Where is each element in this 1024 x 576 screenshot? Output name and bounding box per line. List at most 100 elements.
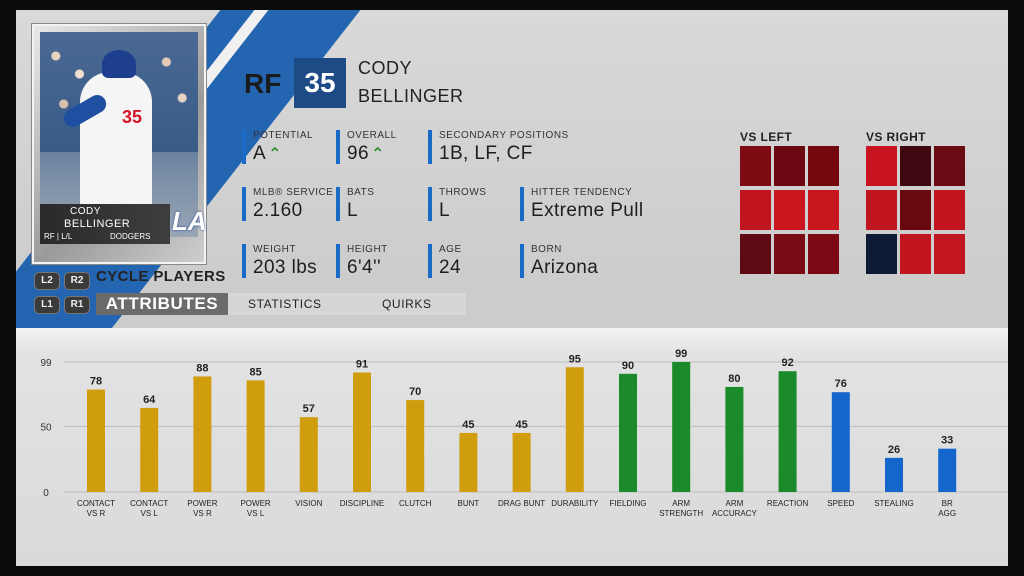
tendency-value: Extreme Pull	[531, 200, 644, 221]
bar	[193, 376, 212, 492]
heatmap-zone	[866, 190, 897, 230]
potential-value: A ⌃	[253, 142, 313, 167]
player-photo: 35	[40, 32, 198, 237]
vs-right-title: VS RIGHT	[866, 130, 926, 144]
heatmap-zone	[774, 146, 805, 186]
heatmap-zone	[774, 190, 805, 230]
tendency-label: HITTER TENDENCY	[531, 187, 633, 198]
bar	[725, 386, 744, 492]
secondary-value: 1B, LF, CF	[439, 143, 533, 164]
overall-rating: 96	[347, 143, 369, 164]
tab-attributes[interactable]: ATTRIBUTES	[96, 293, 228, 315]
bar	[938, 448, 957, 492]
category-label: DRAG BUNT	[498, 499, 545, 508]
bar-value-label: 70	[409, 386, 421, 398]
card-nameplate: CODY BELLINGER RF | L/L DODGERS	[40, 204, 170, 244]
card-team: DODGERS	[110, 232, 151, 241]
category-label: VS R	[87, 509, 106, 518]
category-label: POWER	[187, 499, 217, 508]
team-logo-icon: LA	[172, 206, 207, 236]
service-label: MLB® SERVICE	[253, 187, 334, 198]
bar-value-label: 26	[888, 444, 900, 456]
category-label: POWER	[240, 499, 270, 508]
bar-value-label: 91	[356, 359, 368, 371]
card-last-name: BELLINGER	[64, 218, 131, 230]
category-label: CONTACT	[77, 499, 115, 508]
weight-value: 203 lbs	[253, 257, 318, 278]
bar	[140, 407, 159, 492]
category-label: BR	[942, 499, 953, 508]
r1-button[interactable]: R1	[64, 296, 90, 314]
overall-label: OVERALL	[347, 130, 397, 141]
category-label: DURABILITY	[551, 499, 599, 508]
bar	[246, 380, 265, 492]
r2-button[interactable]: R2	[64, 272, 90, 290]
category-label: VS R	[193, 509, 212, 518]
bar-value-label: 88	[196, 362, 208, 374]
bar-value-label: 92	[781, 357, 793, 369]
throws-label: THROWS	[439, 187, 487, 198]
bats-value: L	[347, 200, 358, 221]
bar-value-label: 99	[675, 348, 687, 360]
bar	[672, 362, 691, 492]
heatmap-zone	[808, 146, 839, 186]
trend-up-icon: ⌃	[370, 146, 385, 163]
heatmap-zone	[934, 190, 965, 230]
bats-label: BATS	[347, 187, 375, 198]
player-first-name: CODY	[358, 58, 413, 78]
card-position: RF | L/L	[44, 232, 73, 241]
category-label: CLUTCH	[399, 499, 432, 508]
category-label: SPEED	[827, 499, 854, 508]
card-first-name: CODY	[70, 206, 101, 217]
bar-value-label: 80	[728, 373, 740, 385]
weight-label: WEIGHT	[253, 244, 296, 255]
player-last-name: BELLINGER	[358, 86, 464, 106]
vs-left-title: VS LEFT	[740, 130, 793, 144]
player-profile-screen: 35 CODY BELLINGER RF | L/L DODGERS LA L2…	[16, 10, 1008, 566]
heatmap-zone	[740, 234, 771, 274]
bar-value-label: 90	[622, 360, 634, 372]
bar	[565, 367, 584, 492]
category-label: FIELDING	[610, 499, 647, 508]
l1-button[interactable]: L1	[34, 296, 60, 314]
category-label: ARM	[726, 499, 744, 508]
category-label: VISION	[295, 499, 322, 508]
bar	[885, 457, 903, 492]
secondary-label: SECONDARY POSITIONS	[439, 130, 569, 141]
heatmap-zone	[934, 234, 965, 274]
bar	[619, 373, 637, 492]
heatmap-zone	[900, 234, 931, 274]
service-value: 2.160	[253, 200, 303, 221]
cycle-players-label: CYCLE PLAYERS	[96, 268, 226, 285]
info-secondary-positions: SECONDARY POSITIONS 1B, LF, CF	[428, 130, 569, 164]
y-tick-label: 0	[43, 488, 49, 499]
heatmap-zone	[866, 146, 897, 186]
bar-value-label: 33	[941, 435, 953, 447]
info-throws: THROWS L	[428, 187, 486, 221]
y-tick-label: 50	[40, 422, 52, 433]
bar	[353, 372, 371, 492]
bar	[87, 389, 105, 492]
age-label: AGE	[439, 244, 462, 255]
category-label: BUNT	[458, 499, 480, 508]
bar-value-label: 45	[515, 419, 527, 431]
category-label: VS L	[141, 509, 159, 518]
info-mlb-service: MLB® SERVICE 2.160	[242, 187, 333, 221]
height-label: HEIGHT	[347, 244, 388, 255]
bar-value-label: 95	[569, 353, 581, 365]
tab-statistics[interactable]: STATISTICS	[248, 297, 322, 311]
heatmap-zone	[900, 190, 931, 230]
bar-value-label: 57	[303, 403, 315, 415]
info-height: HEIGHT 6'4''	[336, 244, 388, 278]
bar-value-label: 45	[462, 419, 474, 431]
player-card[interactable]: 35 CODY BELLINGER RF | L/L DODGERS LA	[32, 24, 207, 264]
category-label: AGG	[938, 509, 956, 518]
info-hitter-tendency: HITTER TENDENCY Extreme Pull	[520, 187, 644, 221]
l2-button[interactable]: L2	[34, 272, 60, 290]
info-born: BORN Arizona	[520, 244, 598, 278]
category-label: ACCURACY	[712, 509, 758, 518]
category-label: VS L	[247, 509, 265, 518]
tab-quirks[interactable]: QUIRKS	[382, 297, 432, 311]
player-number-badge: 35	[294, 58, 346, 108]
